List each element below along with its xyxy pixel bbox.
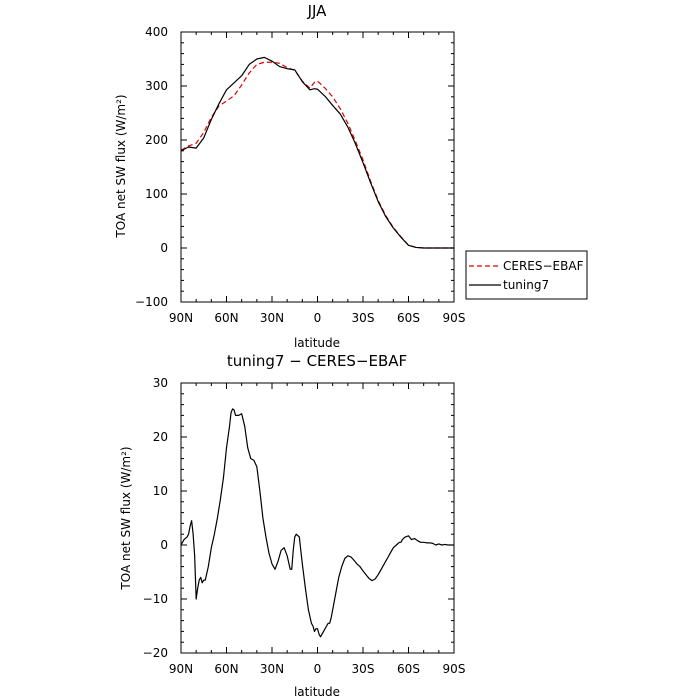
top-y-axis-title: TOA net SW flux (W/m²) [114, 94, 128, 238]
bottom-y-tick-label: 0 [160, 538, 168, 552]
legend-label-tuning7: tuning7 [503, 278, 549, 292]
bottom-series-difference-line [180, 408, 454, 638]
bottom-x-tick-label: 30S [352, 662, 375, 676]
bottom-chart-title: tuning7 − CERES−EBAF [227, 352, 407, 370]
top-y-tick-label: 400 [145, 25, 168, 39]
bottom-x-tick-label: 60N [214, 662, 238, 676]
bottom-y-tick-label: 10 [153, 484, 168, 498]
top-x-axis-title: latitude [294, 336, 340, 350]
bottom-y-tick-label: 30 [153, 376, 168, 390]
legend: CERES−EBAF tuning7 [465, 250, 588, 300]
bottom-x-axis-title: latitude [294, 685, 340, 699]
top-x-tick-label: 90N [169, 311, 193, 325]
top-x-tick-label: 90S [443, 311, 466, 325]
bottom-plot-frame [180, 382, 455, 654]
top-x-tick-label: 0 [314, 311, 322, 325]
bottom-y-tick-label: 20 [153, 430, 168, 444]
top-y-tick-label: 0 [160, 241, 168, 255]
bottom-panel: tuning7 − CERES−EBAF TOA net SW flux (W/… [119, 352, 465, 699]
top-x-tick-label: 60S [397, 311, 420, 325]
top-x-tick-label: 30N [260, 311, 284, 325]
top-x-tick-label: 30S [352, 311, 375, 325]
bottom-x-tick-label: 90S [443, 662, 466, 676]
top-y-tick-label: 100 [145, 187, 168, 201]
top-y-tick-label: 300 [145, 79, 168, 93]
top-series-ceres-ebaf-line [180, 61, 454, 249]
top-panel: JJA TOA net SW flux (W/m²) latitude 90N 6… [114, 2, 588, 350]
top-y-tick-label: 200 [145, 133, 168, 147]
top-plot-frame [180, 31, 455, 303]
top-x-tick-label: 60N [214, 311, 238, 325]
bottom-x-tick-label: 60S [397, 662, 420, 676]
top-series-tuning7-line [180, 56, 454, 249]
bottom-y-tick-label: −10 [143, 592, 168, 606]
bottom-x-tick-label: 90N [169, 662, 193, 676]
bottom-x-tick-label: 30N [260, 662, 284, 676]
bottom-y-axis-title: TOA net SW flux (W/m²) [119, 446, 133, 590]
legend-box [465, 250, 588, 300]
legend-label-ceres: CERES−EBAF [503, 259, 584, 273]
top-chart-title: JJA [307, 2, 328, 20]
top-y-tick-label: −100 [135, 295, 168, 309]
bottom-y-tick-label: −20 [143, 646, 168, 660]
bottom-x-tick-label: 0 [314, 662, 322, 676]
